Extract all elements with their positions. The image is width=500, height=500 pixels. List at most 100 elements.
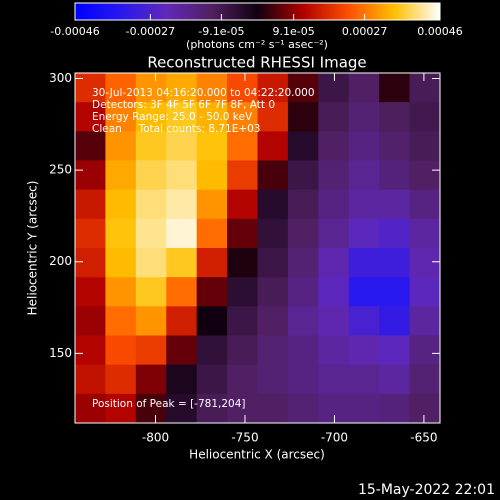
cell — [257, 218, 289, 249]
cell — [227, 160, 258, 191]
cell — [227, 131, 258, 161]
cell — [166, 306, 198, 336]
cell — [135, 393, 167, 424]
annotation: Position of Peak = [-781,204] — [92, 398, 246, 410]
cell — [75, 160, 106, 191]
cell — [135, 189, 167, 220]
annotation: Detectors: 3F 4F 5F 6F 7F 8F, Att 0 — [92, 99, 275, 111]
cell — [287, 102, 319, 132]
colorbar-tick-label: 0.00046 — [417, 25, 463, 38]
cell — [409, 335, 441, 366]
cell — [196, 248, 228, 278]
cell — [409, 393, 441, 424]
cell — [196, 160, 228, 191]
cell — [379, 306, 411, 336]
y-tick-label: 150 — [49, 346, 72, 360]
cell — [318, 364, 350, 395]
cell — [196, 189, 228, 220]
cell — [75, 218, 106, 249]
colorbar — [75, 3, 440, 20]
cell — [379, 218, 411, 249]
cell — [287, 306, 319, 336]
cell — [135, 73, 167, 103]
colorbar-tick-label: 9.1e-05 — [272, 25, 314, 38]
cell — [348, 277, 380, 307]
cell — [409, 277, 441, 307]
colorbar-label: (photons cm⁻² s⁻¹ asec⁻²) — [186, 38, 328, 51]
cell — [348, 102, 380, 132]
cell — [287, 73, 319, 103]
cell — [135, 218, 167, 249]
cell — [257, 364, 289, 395]
cell — [318, 218, 350, 249]
cell — [379, 102, 411, 132]
cell — [287, 131, 319, 161]
cell — [318, 189, 350, 220]
cell — [227, 364, 258, 395]
cell — [318, 131, 350, 161]
y-tick-label: 250 — [49, 163, 72, 177]
cell — [75, 277, 106, 307]
cell — [379, 131, 411, 161]
cell — [379, 73, 411, 103]
cell — [227, 335, 258, 366]
cell — [135, 306, 167, 336]
cell — [379, 364, 411, 395]
cell — [379, 393, 411, 424]
cell — [227, 277, 258, 307]
colorbar-tick-label: 0.00027 — [342, 25, 388, 38]
cell — [105, 364, 137, 395]
annotation: Energy Range: 25.0 - 50.0 keV — [92, 111, 253, 123]
cell — [196, 393, 228, 424]
cell — [166, 364, 198, 395]
cell — [287, 189, 319, 220]
cell — [318, 160, 350, 191]
cell — [196, 131, 228, 161]
cell — [105, 102, 137, 132]
cell — [166, 102, 198, 132]
cell — [287, 160, 319, 191]
cell — [135, 131, 167, 161]
cell — [409, 364, 441, 395]
cell — [348, 160, 380, 191]
cell — [105, 248, 137, 278]
cell — [348, 218, 380, 249]
cell — [75, 306, 106, 336]
cell — [227, 189, 258, 220]
cell — [409, 248, 441, 278]
cell — [135, 335, 167, 366]
cell — [135, 248, 167, 278]
cell — [105, 306, 137, 336]
cell — [166, 393, 198, 424]
cell — [135, 277, 167, 307]
cell — [75, 131, 106, 161]
cell — [105, 277, 137, 307]
cell — [196, 364, 228, 395]
cell — [257, 393, 289, 424]
cell — [196, 277, 228, 307]
cell — [166, 160, 198, 191]
cell — [257, 277, 289, 307]
cell — [105, 131, 137, 161]
cell — [287, 218, 319, 249]
cell — [135, 102, 167, 132]
cell — [196, 218, 228, 249]
cell — [379, 160, 411, 191]
cell — [196, 306, 228, 336]
cell — [166, 335, 198, 366]
cell — [379, 248, 411, 278]
cell — [287, 364, 319, 395]
cell — [196, 335, 228, 366]
y-tick-label: 200 — [49, 254, 72, 268]
cell — [287, 393, 319, 424]
colorbar-frame — [74, 2, 441, 21]
colorbar-tick-label: -0.00046 — [50, 25, 99, 38]
plot-frame — [74, 72, 441, 424]
x-tick-label: -800 — [142, 431, 169, 445]
cell — [166, 73, 198, 103]
cell — [348, 131, 380, 161]
cell — [379, 335, 411, 366]
cell — [257, 102, 289, 132]
cell — [257, 335, 289, 366]
